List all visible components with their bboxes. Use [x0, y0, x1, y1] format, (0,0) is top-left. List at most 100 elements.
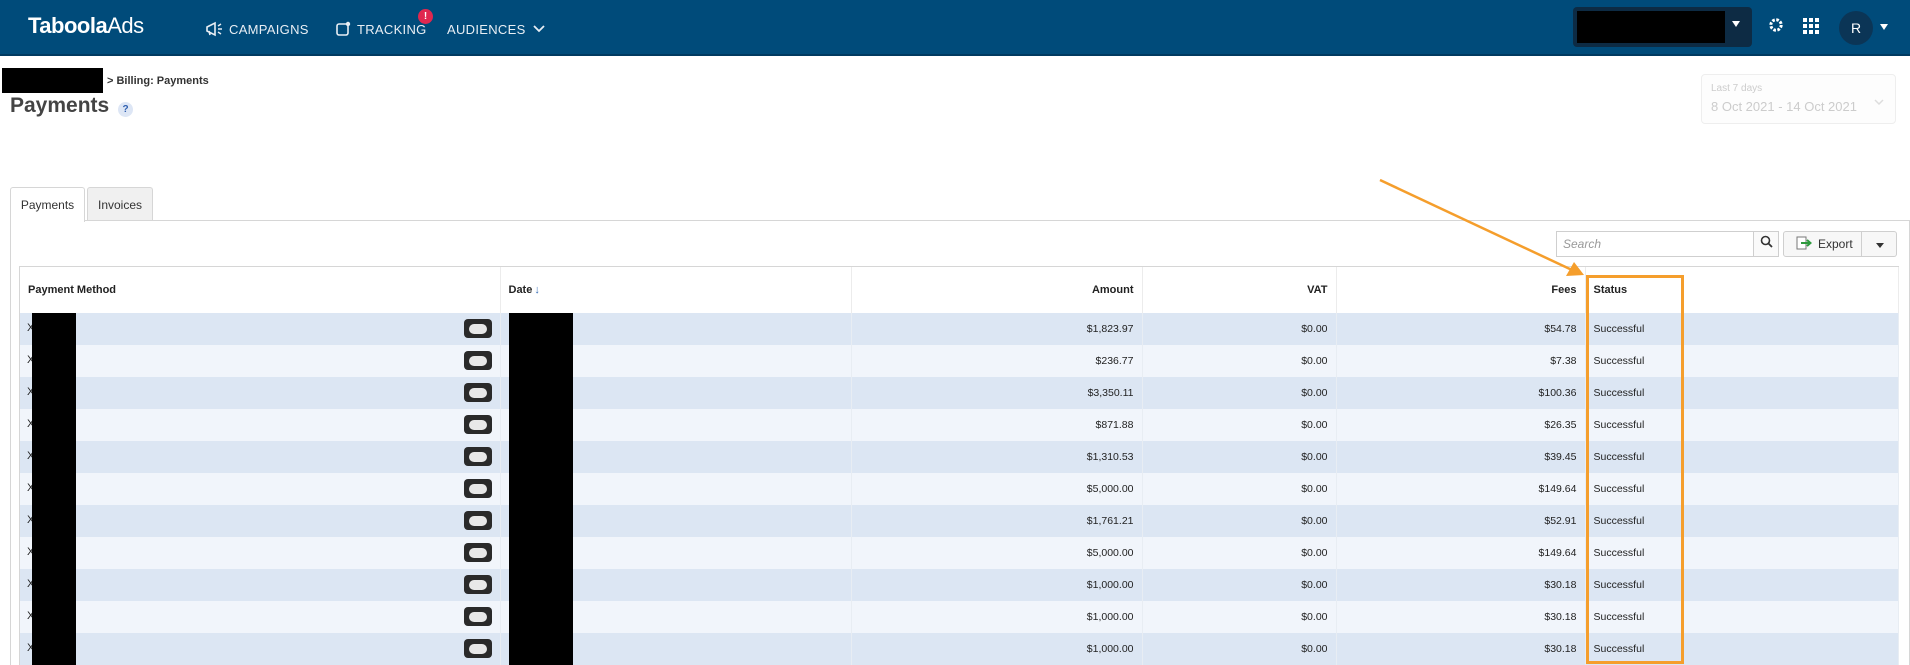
fees-cell: $26.35	[1336, 409, 1586, 441]
column-header-amount[interactable]: Amount	[851, 267, 1143, 313]
date-cell	[500, 633, 852, 665]
amount-cell: $1,823.97	[851, 313, 1143, 345]
column-header-status[interactable]: Status	[1585, 267, 1899, 313]
fees-cell: $30.18	[1336, 601, 1586, 633]
table-row[interactable]: X $5,000.00 $0.00 $149.64 Successful	[20, 537, 1899, 569]
user-avatar[interactable]: R	[1839, 11, 1873, 45]
redacted-date	[508, 345, 573, 377]
amount-cell: $236.77	[851, 345, 1143, 377]
vat-cell: $0.00	[1142, 409, 1337, 441]
date-cell	[500, 345, 852, 377]
tracking-icon	[335, 21, 351, 37]
user-menu-caret-icon[interactable]	[1880, 24, 1888, 30]
table-row[interactable]: X $1,000.00 $0.00 $30.18 Successful	[20, 633, 1899, 665]
export-button[interactable]: Export	[1783, 231, 1862, 257]
vat-cell: $0.00	[1142, 569, 1337, 601]
column-header-fees[interactable]: Fees	[1336, 267, 1586, 313]
help-icon[interactable]: ?	[118, 102, 133, 117]
redacted-payment-method	[32, 345, 76, 377]
caret-down-icon	[1732, 21, 1740, 27]
redacted-date	[508, 633, 573, 665]
table-row[interactable]: X $1,000.00 $0.00 $30.18 Successful	[20, 601, 1899, 633]
table-row[interactable]: X $1,761.21 $0.00 $52.91 Successful	[20, 505, 1899, 537]
chevron-down-icon	[532, 24, 546, 34]
amount-cell: $1,761.21	[851, 505, 1143, 537]
card-prefix: X	[27, 322, 35, 334]
table-row[interactable]: X $1,823.97 $0.00 $54.78 Successful	[20, 313, 1899, 345]
tab-payments[interactable]: Payments	[10, 187, 85, 222]
payment-method-cell: X	[20, 441, 501, 473]
table-row[interactable]: X $871.88 $0.00 $26.35 Successful	[20, 409, 1899, 441]
breadcrumb: > Billing: Payments	[107, 75, 209, 87]
mastercard-icon	[463, 415, 492, 434]
date-cell	[500, 569, 852, 601]
nav-audiences[interactable]: AUDIENCES	[447, 18, 546, 40]
card-prefix: X	[27, 418, 35, 430]
date-cell	[500, 537, 852, 569]
tab-invoices[interactable]: Invoices	[87, 187, 153, 221]
card-prefix: X	[27, 386, 35, 398]
column-header-vat[interactable]: VAT	[1142, 267, 1337, 313]
payment-method-cell: X	[20, 601, 501, 633]
date-cell	[500, 601, 852, 633]
redacted-breadcrumb-account	[2, 68, 103, 93]
apps-grid-icon[interactable]	[1803, 18, 1819, 39]
status-cell: Successful	[1585, 569, 1899, 601]
status-cell: Successful	[1585, 601, 1899, 633]
vat-cell: $0.00	[1142, 537, 1337, 569]
redacted-date	[508, 377, 573, 409]
nav-campaigns[interactable]: CAMPAIGNS	[205, 18, 309, 40]
mastercard-icon	[463, 575, 492, 594]
table-row[interactable]: X $236.77 $0.00 $7.38 Successful	[20, 345, 1899, 377]
card-prefix: X	[27, 450, 35, 462]
caret-down-icon	[1876, 243, 1884, 248]
table-row[interactable]: X $1,310.53 $0.00 $39.45 Successful	[20, 441, 1899, 473]
vat-cell: $0.00	[1142, 473, 1337, 505]
redacted-payment-method	[32, 409, 76, 441]
gear-icon[interactable]	[1767, 16, 1785, 39]
mastercard-icon	[463, 607, 492, 626]
mastercard-icon	[463, 543, 492, 562]
column-header-date-label: Date	[508, 284, 533, 296]
column-header-payment-method[interactable]: Payment Method	[20, 267, 501, 313]
card-prefix: X	[27, 610, 35, 622]
date-cell	[500, 505, 852, 537]
taboola-ads-logo[interactable]: TaboolaAds	[28, 13, 144, 39]
status-cell: Successful	[1585, 505, 1899, 537]
redacted-payment-method	[32, 633, 76, 665]
tracking-alert-badge: !	[418, 9, 433, 24]
status-cell: Successful	[1585, 377, 1899, 409]
fees-cell: $7.38	[1336, 345, 1586, 377]
date-cell	[500, 409, 852, 441]
table-row[interactable]: X $3,350.11 $0.00 $100.36 Successful	[20, 377, 1899, 409]
date-cell	[500, 441, 852, 473]
redacted-date	[508, 505, 573, 537]
redacted-date	[508, 601, 573, 633]
column-header-date[interactable]: Date ↓	[500, 267, 852, 313]
amount-cell: $5,000.00	[851, 473, 1143, 505]
redacted-date	[508, 537, 573, 569]
table-header-row: Payment Method Date ↓ Amount VAT Fees Sta…	[20, 267, 1899, 313]
nav-tracking-label: TRACKING	[357, 21, 427, 37]
chevron-down-icon	[1873, 93, 1885, 111]
payment-method-cell: X	[20, 633, 501, 665]
account-selector[interactable]	[1573, 7, 1752, 47]
date-range-picker[interactable]: Last 7 days 8 Oct 2021 - 14 Oct 2021	[1701, 74, 1896, 124]
fees-cell: $149.64	[1336, 473, 1586, 505]
search-button[interactable]	[1754, 231, 1779, 257]
table-row[interactable]: X $5,000.00 $0.00 $149.64 Successful	[20, 473, 1899, 505]
amount-cell: $1,000.00	[851, 569, 1143, 601]
status-cell: Successful	[1585, 633, 1899, 665]
amount-cell: $1,000.00	[851, 633, 1143, 665]
search-input[interactable]: Search	[1556, 231, 1754, 257]
vat-cell: $0.00	[1142, 441, 1337, 473]
redacted-date	[508, 409, 573, 441]
nav-tracking[interactable]: TRACKING	[335, 18, 427, 40]
fees-cell: $30.18	[1336, 633, 1586, 665]
vat-cell: $0.00	[1142, 377, 1337, 409]
export-options-dropdown[interactable]	[1862, 231, 1897, 257]
redacted-payment-method	[32, 537, 76, 569]
fees-cell: $149.64	[1336, 537, 1586, 569]
card-prefix: X	[27, 482, 35, 494]
table-row[interactable]: X $1,000.00 $0.00 $30.18 Successful	[20, 569, 1899, 601]
